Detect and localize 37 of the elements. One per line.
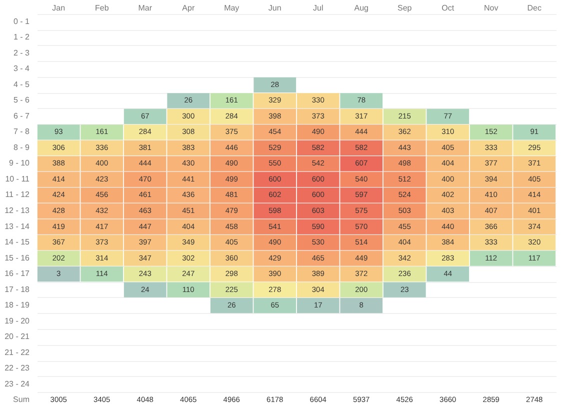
x-tick-label: Sep [398, 4, 412, 12]
x-tick-label: Jan [52, 4, 66, 12]
y-tick-label: 0 - 1 [13, 16, 30, 26]
y-tick-label: 12 - 13 [4, 206, 30, 215]
y-tick-label: Sum [13, 395, 30, 404]
y-tick-label: 2 - 3 [13, 48, 30, 58]
y-tick-label: 5 - 6 [13, 96, 30, 105]
y-tick-label: 22 - 23 [4, 364, 30, 373]
x-tick-label: May [224, 4, 240, 12]
x-tick-label: Aug [354, 4, 368, 12]
x-tick-label: Mar [138, 4, 152, 12]
x-tick-label: Feb [94, 4, 110, 12]
y-tick-label: 6 - 7 [13, 111, 30, 120]
x-tick-label: Jun [268, 4, 282, 12]
y-tick-label: 16 - 17 [4, 269, 30, 278]
y-tick-label: 10 - 11 [5, 174, 30, 184]
y-tick-label: 15 - 16 [4, 253, 30, 262]
y-tick-label: 13 - 14 [4, 222, 30, 231]
y-tick-label: 4 - 5 [13, 80, 30, 89]
x-tick-label: Jul [313, 4, 324, 12]
y-tick-label: 20 - 21 [4, 332, 30, 342]
y-tick-label: 8 - 9 [13, 142, 30, 152]
y-tick-label: 14 - 15 [4, 238, 30, 247]
y-tick-label: 21 - 22 [4, 348, 30, 357]
y-tick-label: 17 - 18 [4, 284, 30, 294]
y-tick-label: 19 - 20 [4, 316, 30, 326]
y-tick-label: 18 - 19 [4, 300, 30, 310]
x-tick-label: Nov [484, 4, 498, 12]
x-tick-label: Apr [182, 4, 195, 12]
x-tick-label: Dec [527, 4, 542, 12]
y-tick-label: 3 - 4 [13, 64, 30, 74]
y-tick-label: 9 - 10 [9, 158, 30, 168]
y-tick-label: 11 - 12 [5, 190, 30, 200]
x-tick-label: Oct [442, 4, 455, 12]
y-tick-label: 1 - 2 [13, 32, 30, 42]
y-tick-label: 7 - 8 [13, 127, 30, 136]
y-tick-label: 23 - 24 [4, 379, 30, 388]
